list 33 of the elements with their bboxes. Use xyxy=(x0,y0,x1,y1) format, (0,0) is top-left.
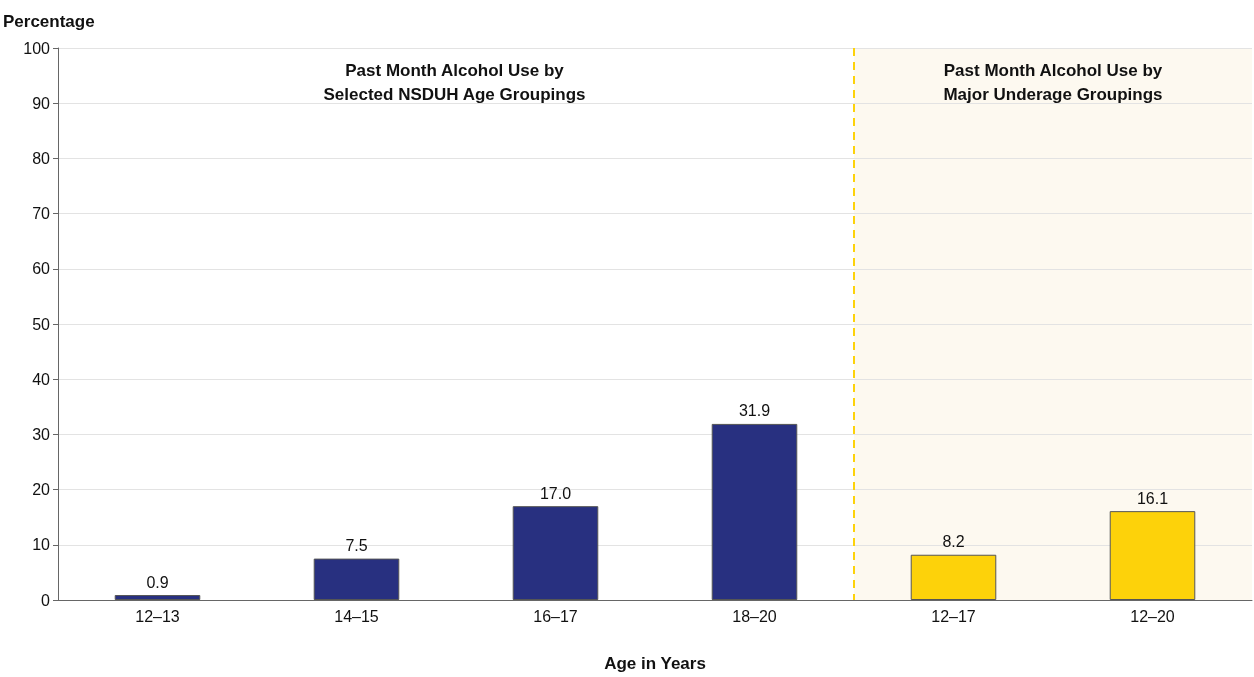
y-tick-label: 70 xyxy=(32,205,51,223)
y-tick-label: 20 xyxy=(32,481,51,499)
bar xyxy=(313,558,400,600)
y-tick-label: 90 xyxy=(32,94,51,112)
x-tick-label: 12–13 xyxy=(135,607,180,625)
y-tick-label: 100 xyxy=(23,39,51,57)
data-label: 31.9 xyxy=(738,402,771,420)
annotation: Past Month Alcohol Use by Selected NSDUH Age Groupings xyxy=(323,60,586,104)
y-tick-label: 60 xyxy=(32,260,51,278)
x-tick-label: 16–17 xyxy=(533,607,578,625)
x-tick-label: 14–15 xyxy=(334,607,379,625)
y-tick-label: 30 xyxy=(32,425,51,443)
y-tick-label: 0 xyxy=(41,591,51,609)
data-label: 7.5 xyxy=(345,537,368,555)
bar xyxy=(512,506,599,600)
x-tick-label: 12–20 xyxy=(1130,607,1175,625)
bar xyxy=(711,423,798,600)
bar xyxy=(1109,511,1196,600)
bar xyxy=(114,595,201,600)
data-label: 17.0 xyxy=(539,484,572,502)
bar xyxy=(910,554,997,600)
x-tick-label: 12–17 xyxy=(931,607,976,625)
y-tick-label: 40 xyxy=(32,370,51,388)
annotation: Past Month Alcohol Use by Major Underage Groupings xyxy=(943,60,1163,104)
y-tick-label: 80 xyxy=(32,149,51,167)
y-axis-title: Percentage xyxy=(3,12,95,31)
data-label: 8.2 xyxy=(942,533,965,551)
data-label: 16.1 xyxy=(1136,489,1169,507)
y-tick-label: 50 xyxy=(32,315,51,333)
y-tick-label: 10 xyxy=(32,536,51,554)
data-label: 0.9 xyxy=(146,573,169,591)
x-axis-title: Age in Years xyxy=(604,654,706,673)
x-tick-label: 18–20 xyxy=(732,607,777,625)
